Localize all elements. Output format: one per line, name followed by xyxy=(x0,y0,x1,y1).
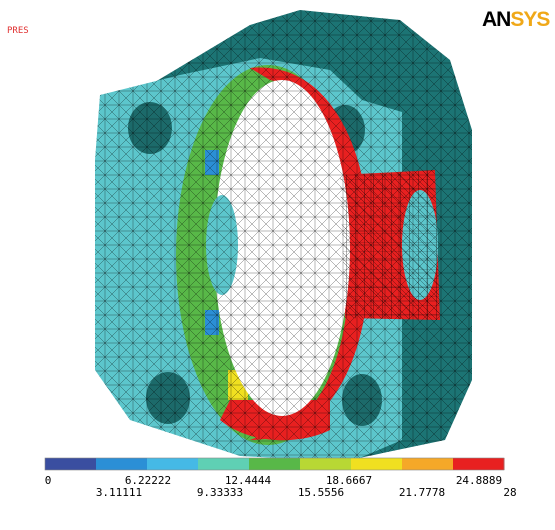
legend-label: 0 xyxy=(45,474,52,487)
legend-swatch xyxy=(45,458,97,470)
logo-part: AN xyxy=(482,8,510,31)
viewport-svg: PRES ANSYS 06.2222212.444418.666724.8889… xyxy=(0,0,555,530)
legend-label: 28 xyxy=(503,486,516,499)
ansys-logo: ANSYS xyxy=(482,8,550,31)
legend-swatch xyxy=(147,458,199,470)
legend-swatch xyxy=(453,458,505,470)
legend-label: 9.33333 xyxy=(197,486,243,499)
mesh-overlay-red xyxy=(340,170,440,320)
legend-swatch xyxy=(96,458,148,470)
legend-swatch xyxy=(300,458,352,470)
ansys-viewport: PRES ANSYS 06.2222212.444418.666724.8889… xyxy=(0,0,555,530)
legend-label: 21.7778 xyxy=(399,486,445,499)
model xyxy=(95,10,472,462)
legend-swatch xyxy=(198,458,250,470)
legend-label: 15.5556 xyxy=(298,486,344,499)
legend-label: 24.8889 xyxy=(456,474,502,487)
legend-label: 3.11111 xyxy=(96,486,142,499)
logo-part: SYS xyxy=(510,8,550,31)
legend-swatch xyxy=(402,458,454,470)
legend-swatch xyxy=(351,458,403,470)
legend-swatch xyxy=(249,458,301,470)
result-label: PRES xyxy=(7,26,29,36)
